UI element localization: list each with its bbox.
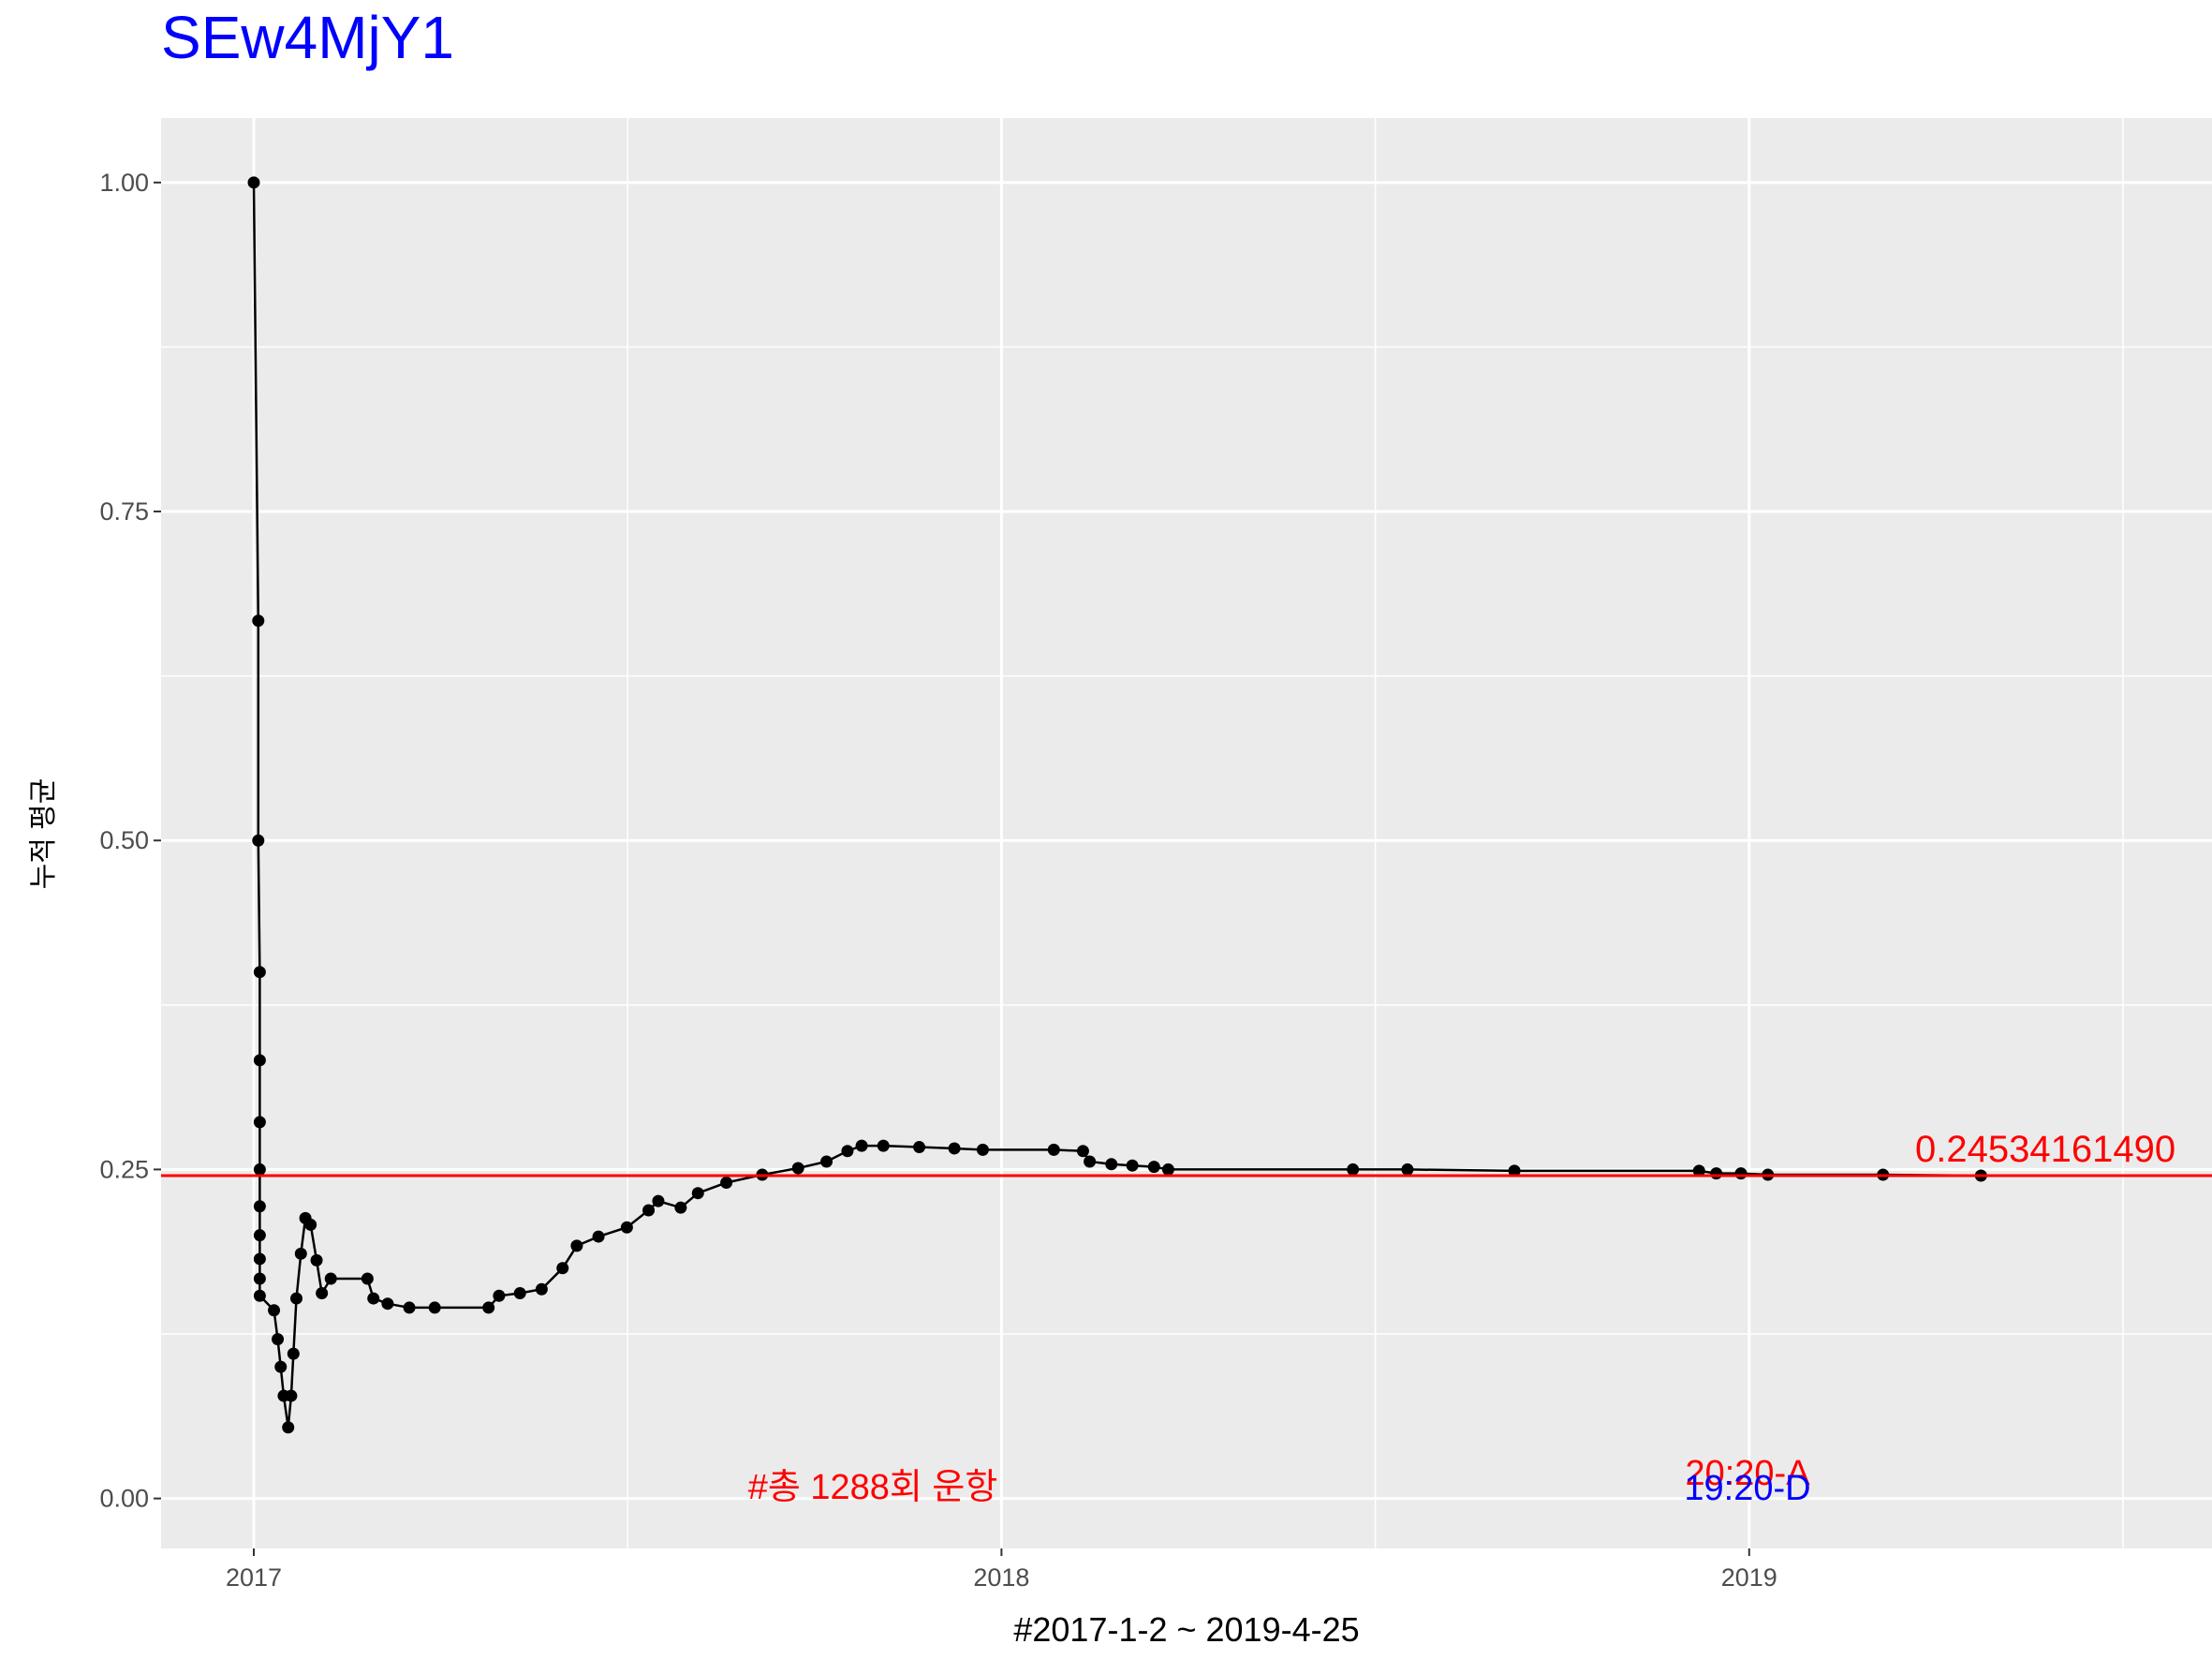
y-tick-label: 0.50: [99, 826, 149, 854]
data-point: [310, 1253, 323, 1266]
y-tick-label: 0.00: [99, 1485, 149, 1513]
y-tick-label: 0.75: [99, 497, 149, 526]
data-point: [285, 1389, 298, 1402]
reference-label: 0.24534161490: [1915, 1129, 2175, 1170]
x-axis-title: #2017-1-2 ~ 2019-4-25: [1013, 1610, 1359, 1649]
data-point: [290, 1292, 303, 1305]
chart-title: SEw4MjY1: [161, 4, 454, 71]
data-point: [253, 1200, 266, 1213]
data-point: [252, 615, 265, 628]
data-point: [570, 1239, 583, 1252]
data-point: [482, 1301, 495, 1314]
data-point: [948, 1142, 961, 1155]
data-point: [253, 1272, 266, 1285]
annotation: #총 1288회 운항: [748, 1468, 998, 1507]
data-point: [1076, 1145, 1089, 1158]
data-point: [592, 1230, 605, 1243]
data-point: [253, 1289, 266, 1302]
data-point: [1084, 1155, 1097, 1168]
data-point: [253, 1054, 266, 1067]
data-point: [691, 1187, 704, 1200]
data-point: [1734, 1167, 1747, 1180]
data-point: [642, 1204, 656, 1217]
data-point: [367, 1292, 380, 1305]
y-axis-title: 누적 평균: [28, 778, 59, 890]
data-point: [535, 1282, 548, 1296]
data-point: [1047, 1143, 1060, 1156]
x-tick-label: 2018: [973, 1563, 1029, 1592]
data-point: [556, 1262, 569, 1275]
annotation: 19:20-D: [1684, 1469, 1810, 1508]
data-point: [287, 1347, 300, 1360]
plot-panel: [161, 118, 2212, 1548]
data-point: [855, 1139, 868, 1152]
data-point: [381, 1297, 394, 1311]
data-point: [252, 834, 265, 847]
data-point: [253, 966, 266, 979]
data-point: [720, 1176, 733, 1189]
data-point: [620, 1221, 633, 1234]
data-point: [324, 1272, 337, 1285]
data-point: [791, 1162, 804, 1175]
data-point: [1126, 1159, 1139, 1172]
data-point: [253, 1252, 266, 1266]
data-point: [1147, 1161, 1160, 1174]
data-point: [1508, 1164, 1521, 1178]
data-point: [272, 1333, 285, 1346]
data-point: [820, 1155, 833, 1168]
data-point: [1692, 1164, 1705, 1178]
data-point: [274, 1360, 288, 1373]
data-point: [316, 1286, 329, 1299]
x-tick-label: 2019: [1721, 1563, 1777, 1592]
data-point: [513, 1286, 526, 1299]
data-point: [652, 1194, 665, 1207]
data-point: [877, 1139, 890, 1152]
data-point: [253, 1116, 266, 1129]
data-point: [428, 1301, 441, 1314]
data-point: [253, 1163, 266, 1176]
y-tick-label: 1.00: [99, 169, 149, 197]
data-point: [361, 1272, 374, 1285]
data-point: [294, 1247, 307, 1260]
data-point: [268, 1304, 281, 1317]
data-point: [913, 1141, 926, 1154]
data-point: [1105, 1158, 1118, 1171]
data-point: [253, 1229, 266, 1242]
data-point: [841, 1145, 854, 1158]
data-point: [1401, 1163, 1414, 1176]
data-point: [403, 1301, 416, 1314]
data-point: [304, 1218, 317, 1231]
data-point: [1710, 1167, 1723, 1180]
data-point: [1347, 1163, 1360, 1176]
x-tick-label: 2017: [226, 1563, 282, 1592]
data-point: [976, 1143, 989, 1156]
data-point: [1161, 1163, 1174, 1176]
data-point: [247, 176, 260, 189]
data-point: [493, 1289, 506, 1302]
data-point: [282, 1421, 295, 1434]
annotation: 20:20-A: [1685, 1454, 1810, 1493]
y-tick-label: 0.25: [99, 1155, 149, 1183]
data-point: [674, 1201, 687, 1214]
